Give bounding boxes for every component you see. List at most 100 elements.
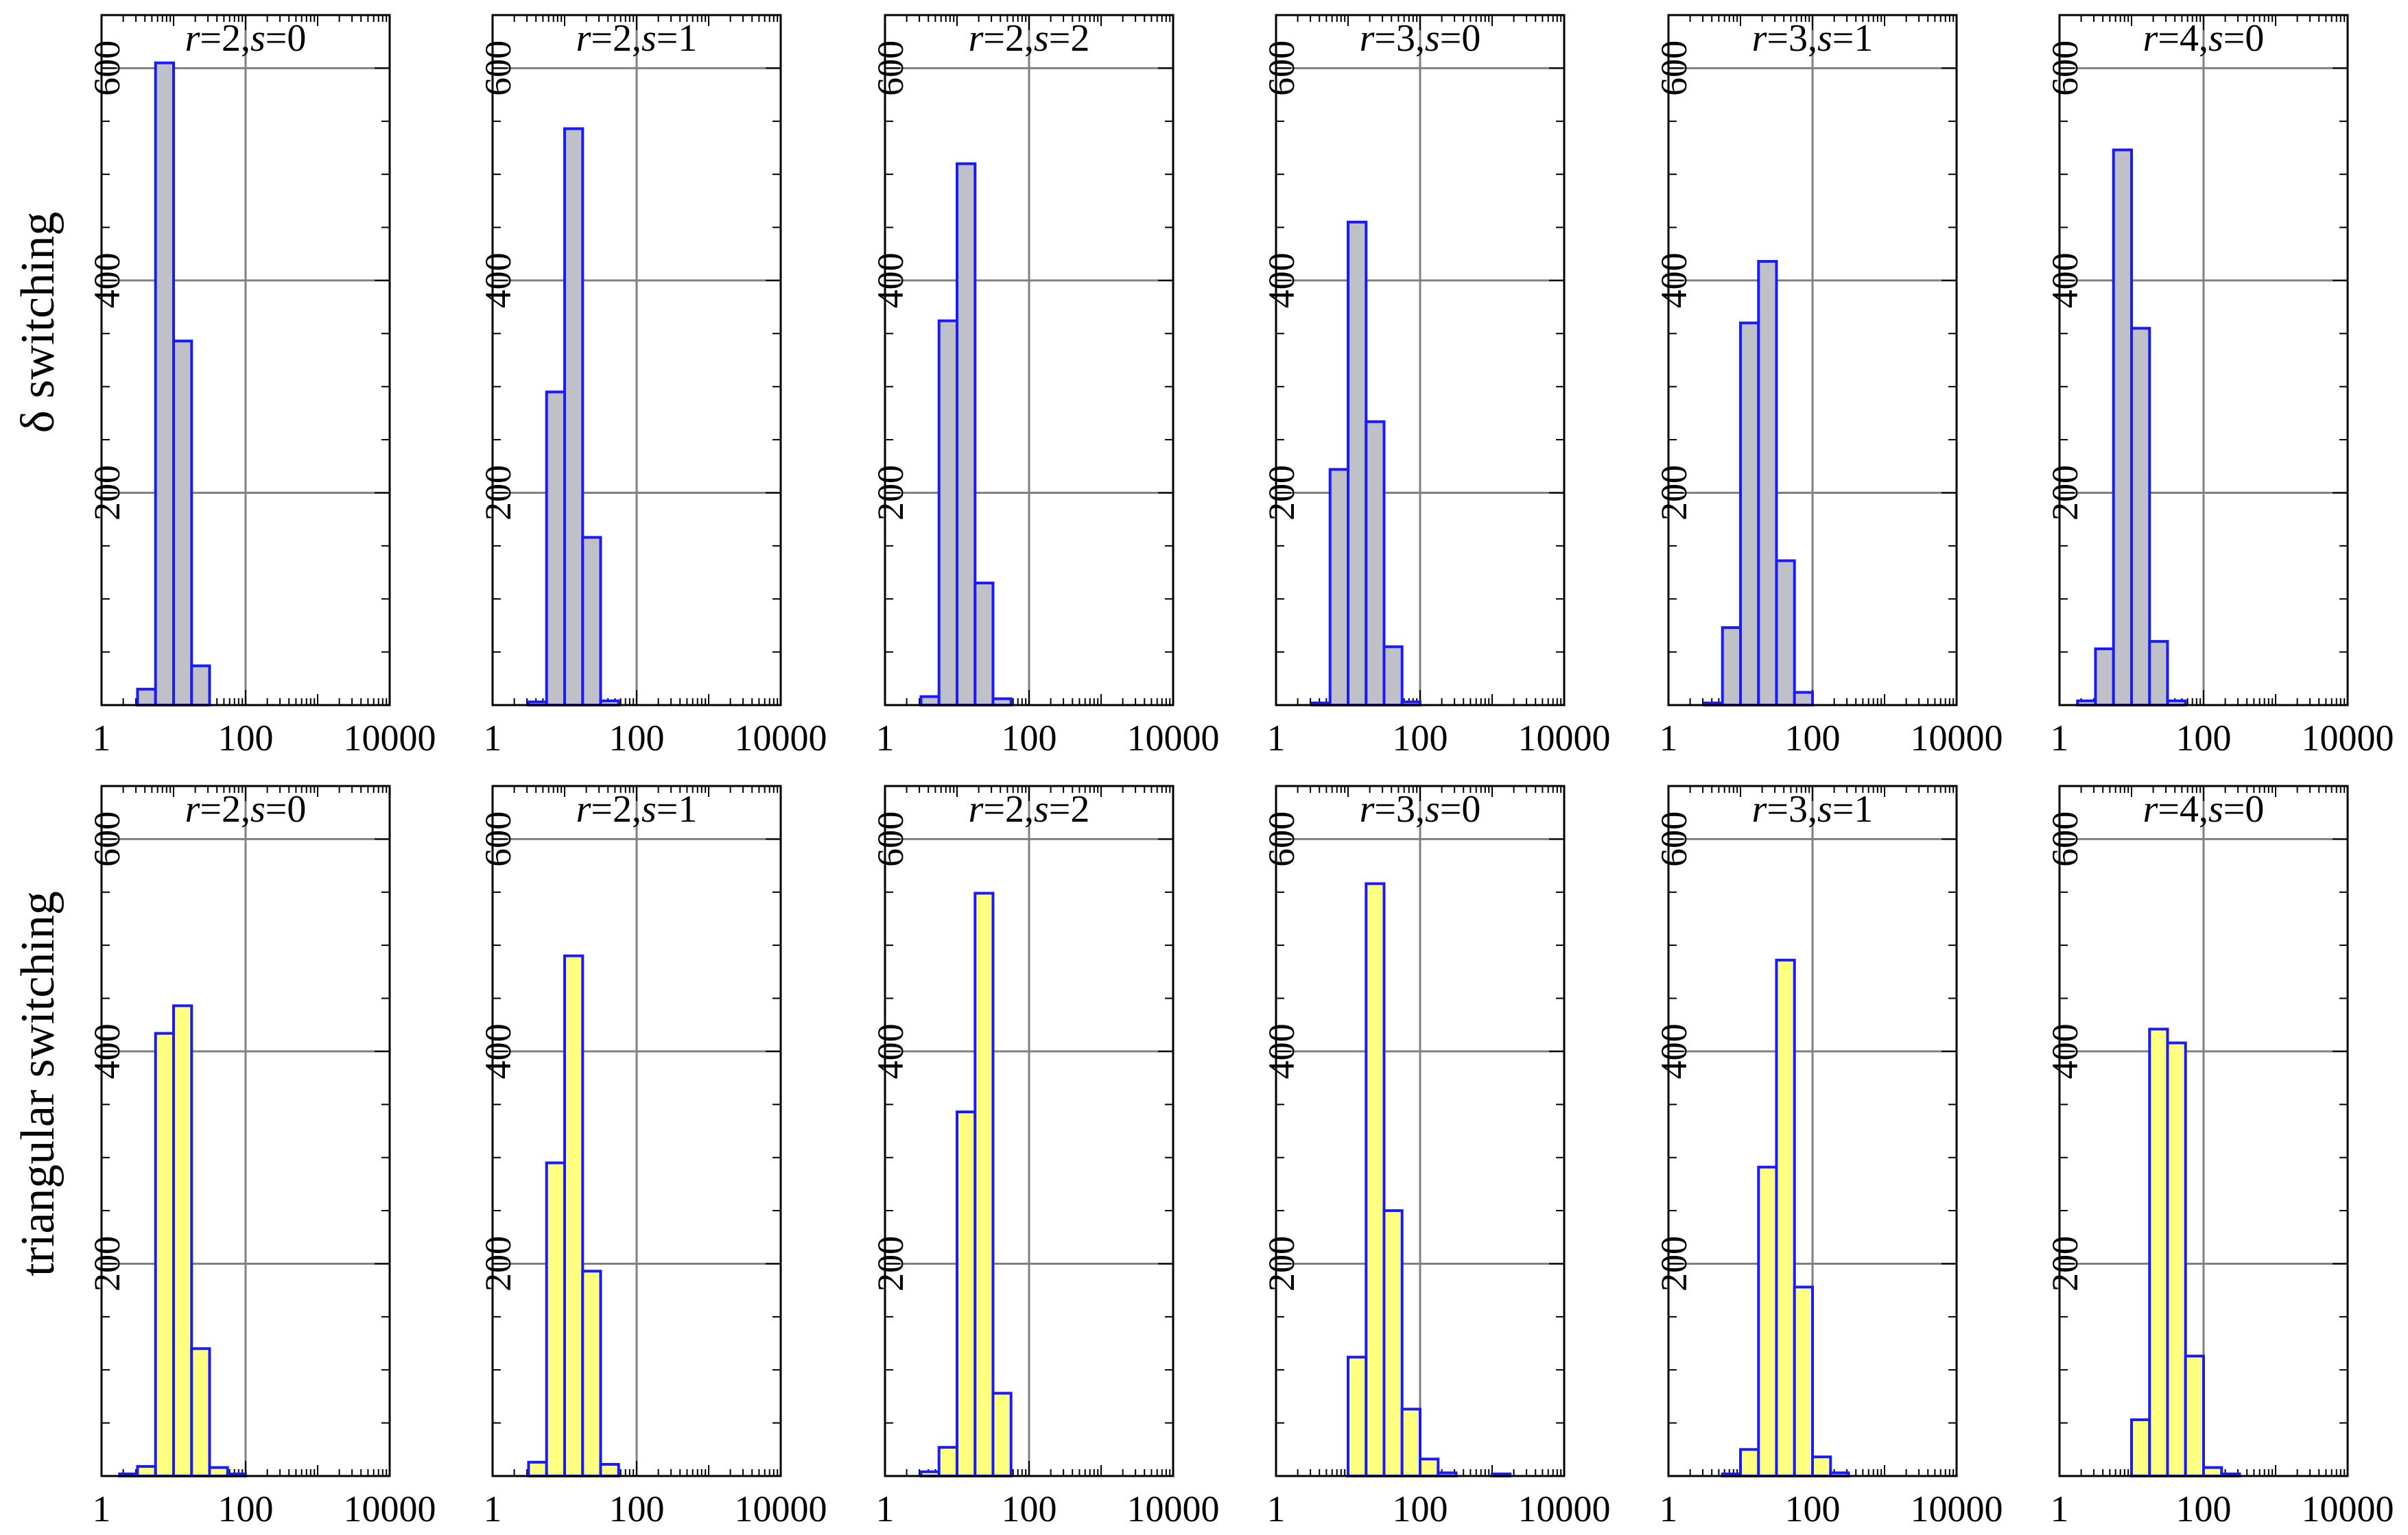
histogram-bar	[1382, 645, 1404, 707]
histogram-bar	[172, 340, 193, 706]
x-tick-label: 1	[484, 717, 502, 759]
histogram-bar	[1365, 882, 1386, 1477]
histogram-bar	[1775, 559, 1796, 707]
histogram-bar	[2202, 1466, 2223, 1477]
x-tick-label: 10000	[735, 717, 827, 759]
histogram-bar	[973, 892, 995, 1477]
histogram-bar	[2166, 1041, 2187, 1477]
histogram-bar	[2184, 1355, 2206, 1477]
histogram-bar	[154, 61, 176, 706]
histogram-bar	[2094, 647, 2115, 706]
y-tick-label: 600	[86, 40, 128, 96]
histogram-bar	[1739, 1448, 1760, 1477]
plot-frame	[884, 785, 1175, 1477]
x-tick-label: 100	[2176, 1488, 2232, 1530]
x-tick-label: 100	[1785, 717, 1841, 759]
x-tick-label: 100	[1002, 1488, 1057, 1530]
panel-title: r=3,s=0	[1360, 17, 1481, 60]
y-tick-label: 600	[870, 40, 911, 96]
plot-frame	[1275, 785, 1566, 1477]
y-tick-label: 600	[2044, 811, 2086, 867]
histogram-panel: 1 100 10000 200 400 600 r=3,s=1	[1653, 785, 2003, 1530]
histogram-panel: 1 100 10000 200 400 600 r=2,s=0	[86, 14, 436, 759]
plot-frame	[884, 14, 1175, 706]
panel-title: r=4,s=0	[2143, 17, 2265, 60]
panel-title: r=2,s=2	[969, 17, 1090, 60]
histogram-bar	[1721, 626, 1743, 706]
histogram-bar	[1365, 420, 1386, 707]
histogram-panel: 1 100 10000 200 400 600 r=2,s=1	[477, 14, 827, 759]
x-tick-label: 1	[2051, 1488, 2069, 1530]
y-tick-label: 400	[2044, 252, 2086, 308]
histogram-bar	[172, 1004, 193, 1477]
x-tick-label: 10000	[735, 1488, 827, 1530]
y-tick-label: 200	[86, 1236, 128, 1292]
y-tick-label: 400	[86, 1023, 128, 1079]
plot-frame	[1667, 14, 1958, 706]
y-tick-label: 200	[870, 465, 911, 521]
x-tick-label: 100	[1002, 717, 1057, 759]
y-tick-label: 600	[1653, 811, 1695, 867]
y-tick-label: 400	[870, 252, 911, 308]
x-tick-label: 1	[2051, 717, 2069, 759]
x-tick-label: 10000	[1127, 1488, 1220, 1530]
histogram-bar	[1419, 1457, 1440, 1477]
histogram-panel: 1 100 10000 200 400 600 r=2,s=0	[86, 785, 436, 1530]
histogram-bar	[956, 1110, 977, 1477]
y-tick-label: 200	[2044, 465, 2086, 521]
plot-frame	[100, 785, 391, 1477]
x-tick-label: 10000	[1127, 717, 1220, 759]
histogram-bar	[581, 1270, 602, 1478]
histogram-bar	[937, 1446, 958, 1478]
x-tick-label: 100	[1393, 717, 1448, 759]
histogram-bar	[563, 127, 585, 706]
y-tick-label: 200	[1261, 465, 1302, 521]
histogram-bar	[1757, 260, 1778, 706]
y-tick-label: 600	[1653, 40, 1695, 96]
x-tick-label: 10000	[1518, 1488, 1611, 1530]
y-tick-label: 400	[1261, 252, 1302, 308]
y-tick-label: 400	[477, 252, 519, 308]
y-tick-label: 200	[86, 465, 128, 521]
x-tick-label: 1	[93, 717, 111, 759]
histogram-bar	[136, 1465, 157, 1478]
y-tick-label: 400	[1653, 252, 1695, 308]
y-tick-label: 600	[2044, 40, 2086, 96]
x-tick-label: 1	[484, 1488, 502, 1530]
y-tick-label: 400	[1653, 1023, 1695, 1079]
row-label-delta-switching: δ switching	[12, 211, 64, 433]
plot-frame	[1667, 785, 1958, 1477]
x-tick-label: 100	[218, 1488, 274, 1530]
histogram-bar	[1757, 1165, 1778, 1478]
x-tick-label: 10000	[2302, 1488, 2394, 1530]
y-tick-label: 400	[1261, 1023, 1302, 1079]
panel-title: r=2,s=1	[576, 17, 698, 60]
histogram-bar	[581, 536, 602, 706]
panel-title: r=3,s=1	[1752, 17, 1874, 60]
histogram-bar	[1400, 1407, 1421, 1477]
y-tick-label: 200	[1653, 1236, 1695, 1292]
histogram-bar	[2130, 326, 2151, 707]
panel-title: r=3,s=1	[1752, 788, 1874, 831]
y-tick-label: 200	[2044, 1236, 2086, 1292]
histogram-bar	[919, 695, 941, 707]
x-tick-label: 100	[1393, 1488, 1448, 1530]
plot-frame	[491, 785, 782, 1477]
x-tick-label: 1	[876, 1488, 895, 1530]
histogram-bar	[1328, 468, 1349, 706]
histogram-bar	[190, 1347, 211, 1478]
histogram-bar	[136, 687, 157, 706]
histogram-bar	[527, 1460, 548, 1477]
histogram-bar	[991, 1392, 1013, 1478]
histogram-bar	[1382, 1209, 1404, 1477]
y-tick-label: 200	[477, 1236, 519, 1292]
y-tick-label: 400	[86, 252, 128, 308]
row-label-triangular-switching: triangular switching	[12, 891, 64, 1276]
histogram-bar	[2148, 640, 2169, 707]
x-tick-label: 1	[1267, 1488, 1286, 1530]
x-tick-label: 100	[609, 717, 665, 759]
x-tick-label: 100	[609, 1488, 665, 1530]
x-tick-label: 1	[93, 1488, 111, 1530]
histogram-bar	[545, 1161, 566, 1478]
histogram-bar	[2148, 1027, 2169, 1477]
